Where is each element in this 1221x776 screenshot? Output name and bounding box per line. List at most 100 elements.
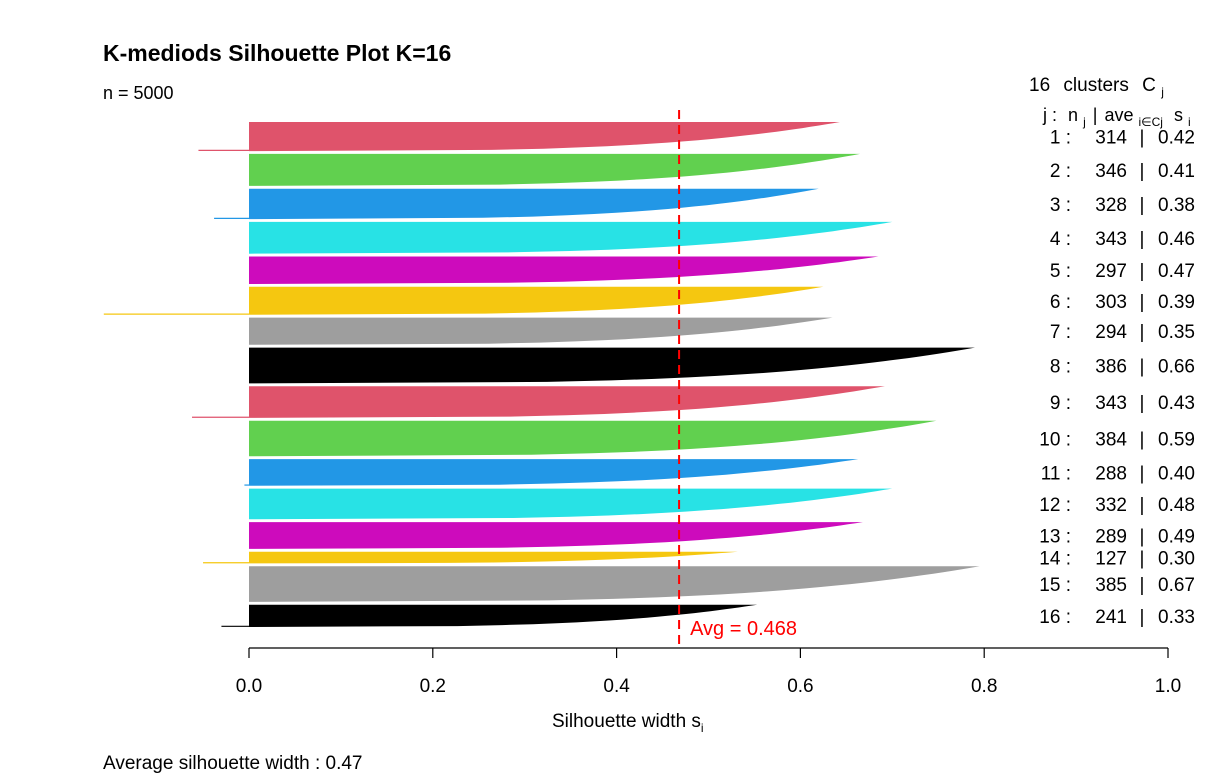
legend-j: 6 :: [1050, 292, 1071, 313]
x-axis-label: Silhouette width si: [552, 711, 704, 735]
legend-j: 13 :: [1039, 527, 1071, 548]
legend-ave: 0.49: [1158, 527, 1195, 548]
legend-j: 4 :: [1050, 229, 1071, 250]
legend-n: 303: [1095, 292, 1127, 313]
legend-row-14: 14 : 127 | 0.30: [1039, 549, 1195, 570]
legend-n: 328: [1095, 195, 1127, 216]
silhouette-cluster-9: [249, 386, 885, 418]
legend-ave: 0.33: [1158, 607, 1195, 628]
legend-j: 14 :: [1039, 549, 1071, 570]
silhouette-cluster-15: [249, 566, 980, 602]
legend-j: 11 :: [1041, 463, 1071, 484]
legend-ave: 0.35: [1158, 322, 1195, 343]
x-tick-label: 1.0: [1155, 676, 1181, 697]
legend-n: 289: [1095, 527, 1127, 548]
avg-label: Avg = 0.468: [690, 618, 797, 640]
legend-ave: 0.38: [1158, 195, 1195, 216]
silhouette-cluster-16: [249, 604, 758, 627]
legend-sep: |: [1140, 128, 1145, 149]
legend-col-j: j :: [1042, 105, 1057, 125]
legend-rows: 1 : 314 | 0.42 2 : 346 | 0.41 3 : 328 | 0.38 4 : 343 |…: [1039, 128, 1195, 628]
legend-n: 288: [1095, 463, 1127, 484]
legend-row-1: 1 : 314 | 0.42: [1050, 128, 1195, 149]
x-tick-label: 0.4: [603, 676, 630, 697]
legend-row-15: 15 : 385 | 0.67: [1039, 575, 1195, 596]
silhouette-cluster-8: [249, 347, 975, 384]
svg-text:16 clusters C: 16 clusters C j: [1029, 75, 1164, 99]
legend-j: 2 :: [1050, 161, 1071, 182]
legend-j: 7 :: [1050, 322, 1071, 343]
legend-c-sub: j: [1160, 85, 1164, 99]
legend-ave: 0.40: [1158, 463, 1195, 484]
legend-j: 3 :: [1050, 195, 1071, 216]
legend-c-label: C: [1142, 75, 1156, 96]
legend-sep: |: [1140, 607, 1145, 628]
legend-n: 343: [1095, 229, 1127, 250]
legend-sep: |: [1140, 495, 1145, 516]
legend-n: 297: [1095, 261, 1127, 282]
silhouette-cluster-14: [249, 551, 738, 564]
legend-j: 1 :: [1050, 128, 1071, 149]
legend-ave: 0.48: [1158, 495, 1195, 516]
silhouette-cluster-6: [249, 286, 824, 315]
legend-ave: 0.67: [1158, 575, 1195, 596]
legend-clusters-label: clusters: [1063, 75, 1128, 96]
silhouette-cluster-10: [249, 420, 937, 457]
legend-ave: 0.66: [1158, 357, 1195, 378]
legend-row-10: 10 : 384 | 0.59: [1039, 430, 1195, 451]
legend-sep: |: [1140, 463, 1145, 484]
legend-row-5: 5 : 297 | 0.47: [1050, 261, 1195, 282]
silhouette-cluster-4: [249, 221, 893, 254]
silhouette-cluster-7: [249, 317, 833, 345]
legend-ave: 0.39: [1158, 292, 1195, 313]
x-tick-label: 0.0: [236, 676, 262, 697]
legend-row-12: 12 : 332 | 0.48: [1039, 495, 1195, 516]
legend-col-n: n: [1068, 105, 1078, 125]
legend-n: 294: [1095, 322, 1127, 343]
legend-sep: |: [1140, 229, 1145, 250]
legend-header: 16 clusters C j j : n j | ave i∈Cj s i: [1029, 75, 1191, 130]
legend-col-sep: |: [1093, 105, 1098, 125]
legend-j: 8 :: [1050, 357, 1071, 378]
silhouette-cluster-1: [249, 122, 840, 152]
legend-ave: 0.46: [1158, 229, 1195, 250]
legend-n: 384: [1095, 430, 1127, 451]
legend-col-s-sub: i: [1188, 115, 1191, 129]
legend-ave: 0.30: [1158, 549, 1195, 570]
legend-sep: |: [1140, 322, 1145, 343]
legend-cluster-count: 16: [1029, 75, 1050, 96]
legend-sep: |: [1140, 357, 1145, 378]
footer-average-silhouette: Average silhouette width : 0.47: [103, 753, 363, 774]
x-tick-label: 0.6: [787, 676, 813, 697]
legend-ave: 0.42: [1158, 128, 1195, 149]
legend-n: 314: [1095, 128, 1127, 149]
legend-j: 10 :: [1039, 430, 1071, 451]
x-tick-label: 0.8: [971, 676, 997, 697]
legend-ave: 0.41: [1158, 161, 1195, 182]
legend-ave: 0.47: [1158, 261, 1195, 282]
x-axis-ticks: 0.0 0.2 0.4 0.6 0.8 1.0: [236, 648, 1181, 697]
legend-sep: |: [1140, 549, 1145, 570]
legend-sep: |: [1140, 261, 1145, 282]
legend-j: 15 :: [1039, 575, 1071, 596]
legend-row-3: 3 : 328 | 0.38: [1050, 195, 1195, 216]
legend-ave: 0.59: [1158, 430, 1195, 451]
legend-sep: |: [1140, 527, 1145, 548]
silhouette-cluster-13: [249, 522, 863, 549]
legend-j: 9 :: [1050, 393, 1071, 414]
legend-row-2: 2 : 346 | 0.41: [1050, 161, 1195, 182]
legend-sep: |: [1140, 393, 1145, 414]
svg-text:j : n j |: j : n j | ave i∈Cj s i: [1042, 105, 1191, 130]
legend-j: 12 :: [1039, 495, 1071, 516]
legend-row-13: 13 : 289 | 0.49: [1039, 527, 1195, 548]
legend-sep: |: [1140, 430, 1145, 451]
legend-row-9: 9 : 343 | 0.43: [1050, 393, 1195, 414]
legend-row-16: 16 : 241 | 0.33: [1039, 607, 1195, 628]
legend-sep: |: [1140, 161, 1145, 182]
silhouette-cluster-12: [249, 488, 893, 520]
legend-j: 16 :: [1039, 607, 1071, 628]
legend-row-4: 4 : 343 | 0.46: [1050, 229, 1195, 250]
silhouette-bars: [103, 122, 980, 627]
legend-n: 346: [1095, 161, 1127, 182]
